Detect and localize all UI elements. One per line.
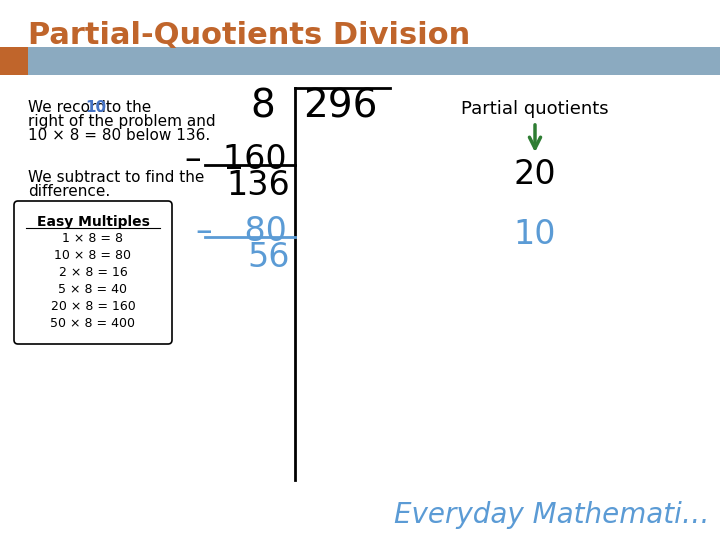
Text: 10 × 8 = 80: 10 × 8 = 80 [55,249,132,262]
FancyBboxPatch shape [14,201,172,344]
Text: 2 × 8 = 16: 2 × 8 = 16 [58,266,127,279]
Text: difference.: difference. [28,184,110,199]
Text: Partial-Quotients Division: Partial-Quotients Division [28,21,470,50]
Text: 20 × 8 = 160: 20 × 8 = 160 [50,300,135,313]
Text: Easy Multiples: Easy Multiples [37,215,150,229]
Text: 5 × 8 = 40: 5 × 8 = 40 [58,283,127,296]
Text: 8: 8 [251,88,275,126]
Text: right of the problem and: right of the problem and [28,114,215,129]
Text: 10: 10 [514,218,557,251]
Text: Everyday Mathemati…: Everyday Mathemati… [395,501,710,529]
Text: 296: 296 [303,88,377,126]
Text: 1 × 8 = 8: 1 × 8 = 8 [63,232,124,245]
Text: 20: 20 [513,158,557,191]
Bar [0,47,720,75]
Text: –   80: – 80 [196,215,287,248]
Text: 50 × 8 = 400: 50 × 8 = 400 [50,317,135,330]
Text: 56: 56 [248,241,290,274]
Text: 10 × 8 = 80 below 136.: 10 × 8 = 80 below 136. [28,128,210,143]
Text: –  160: – 160 [185,143,287,176]
Text: Partial quotients: Partial quotients [462,100,609,118]
Text: 10: 10 [85,100,106,115]
Bar [0,47,28,75]
Text: to the: to the [101,100,151,115]
Text: We subtract to find the: We subtract to find the [28,170,204,185]
Text: We record: We record [28,100,111,115]
Text: 136: 136 [226,169,290,202]
